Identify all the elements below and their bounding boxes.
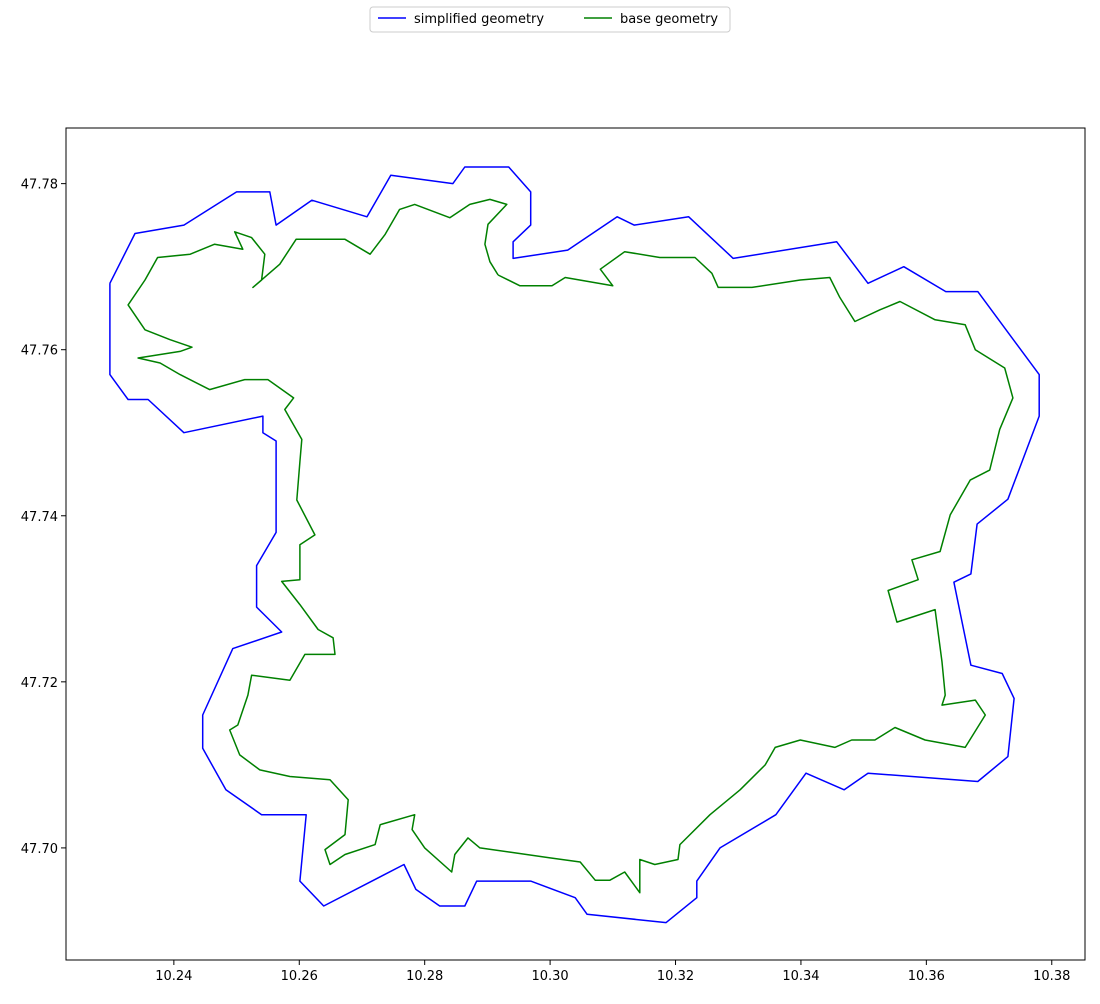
x-tick-label: 10.28: [406, 969, 443, 984]
legend-label: simplified geometry: [414, 12, 544, 27]
axes-frame: [65, 127, 1086, 961]
series-line: [127, 198, 1014, 894]
y-tick-label: 47.70: [21, 842, 58, 857]
y-tick-label: 47.74: [21, 510, 58, 525]
y-tick-label: 47.76: [21, 344, 58, 359]
x-tick-label: 10.30: [531, 969, 568, 984]
series-line: [109, 166, 1040, 924]
x-tick-label: 10.24: [155, 969, 192, 984]
x-tick-label: 10.26: [281, 969, 318, 984]
y-tick-label: 47.78: [21, 178, 58, 193]
x-tick-label: 10.34: [782, 969, 819, 984]
x-tick-label: 10.36: [908, 969, 945, 984]
y-tick-label: 47.72: [21, 676, 58, 691]
legend-box: [369, 6, 731, 33]
x-tick-label: 10.32: [657, 969, 694, 984]
legend-label: base geometry: [620, 12, 718, 27]
x-tick-label: 10.38: [1033, 969, 1070, 984]
